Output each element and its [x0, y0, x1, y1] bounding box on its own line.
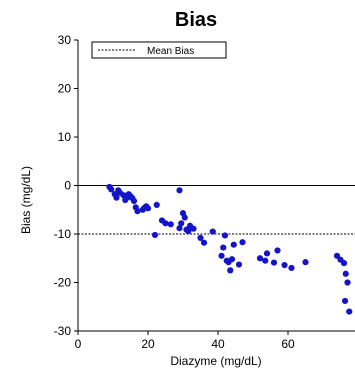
data-point [346, 308, 353, 315]
data-point [176, 225, 183, 232]
data-point [209, 228, 216, 235]
data-point [302, 259, 309, 266]
y-tick-label: 20 [58, 82, 72, 96]
plot-area: -30-20-10010203002040608 [54, 33, 355, 351]
y-axis-label: Bias (mg/dL) [19, 166, 33, 234]
data-point [130, 197, 138, 205]
legend: Mean Bias [91, 41, 227, 59]
data-point [235, 261, 243, 268]
y-tick-label: 30 [58, 33, 72, 47]
legend-mean-bias-label: Mean Bias [147, 46, 194, 57]
data-point [288, 264, 295, 272]
data-point [134, 208, 141, 215]
data-point [341, 297, 349, 305]
data-point [281, 261, 288, 269]
data-point [200, 239, 208, 246]
chart-title: Bias [175, 9, 217, 31]
data-point [342, 270, 349, 277]
data-point [274, 247, 281, 254]
data-point [239, 239, 246, 246]
data-point [262, 257, 269, 264]
x-axis-label: Diazyme (mg/dL) [170, 354, 261, 368]
y-tick-label: -20 [54, 276, 72, 290]
x-tick-label: 40 [211, 337, 225, 351]
y-tick-label: 0 [64, 179, 71, 193]
data-point [176, 187, 183, 194]
data-point [108, 186, 115, 193]
data-point [151, 231, 159, 239]
data-point [181, 214, 188, 221]
data-point [221, 232, 229, 239]
data-point [227, 267, 234, 274]
data-point [153, 201, 160, 208]
data-point [190, 225, 197, 232]
data-point [263, 250, 271, 257]
y-tick-label: 10 [58, 130, 72, 144]
data-point [218, 252, 225, 259]
data-point [344, 279, 351, 286]
data-point [220, 244, 227, 251]
data-point [167, 221, 174, 228]
data-point [162, 220, 169, 227]
data-point [228, 256, 236, 263]
y-tick-label: -10 [54, 227, 72, 241]
data-point [340, 260, 348, 267]
x-tick-label: 60 [281, 337, 295, 351]
data-point [256, 255, 264, 262]
data-point [113, 194, 120, 201]
data-point [178, 220, 185, 227]
legend-box [91, 41, 227, 59]
x-tick-label: 0 [75, 337, 82, 351]
y-tick-label: -30 [54, 324, 72, 338]
data-point [270, 259, 278, 266]
data-point [185, 227, 192, 235]
data-point [197, 234, 204, 241]
data-point [230, 241, 237, 248]
data-point [144, 205, 152, 212]
x-tick-label: 20 [141, 337, 155, 351]
